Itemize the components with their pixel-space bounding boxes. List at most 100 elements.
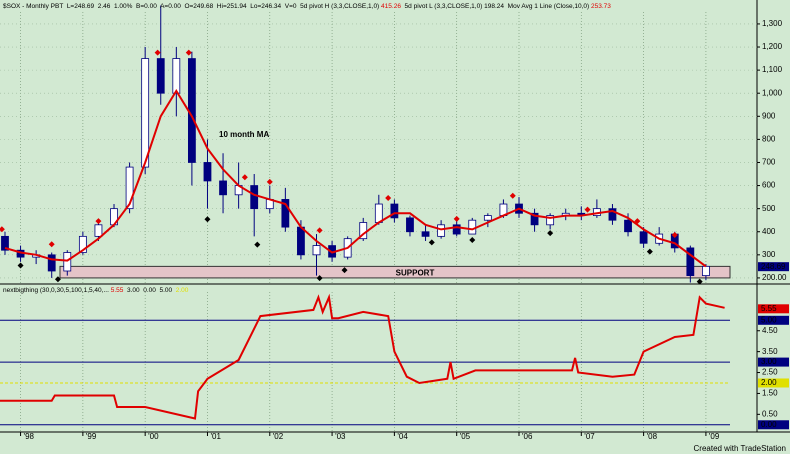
header-part: 415.26 — [381, 3, 401, 10]
moving-average — [4, 88, 707, 268]
candle-body — [141, 58, 150, 168]
candle-body — [125, 166, 134, 210]
pivot-high — [509, 192, 516, 199]
candle-body — [47, 254, 56, 272]
x-tick-label: '09 — [709, 432, 720, 441]
pivot-low — [646, 248, 653, 255]
y-tick-label: 400 — [762, 227, 776, 236]
candle-body — [374, 203, 383, 223]
support-label: SUPPORT — [396, 268, 435, 277]
candle-body — [94, 224, 103, 237]
last-price-box — [758, 262, 789, 272]
pivot-high — [48, 241, 55, 248]
pivot-high — [185, 49, 192, 56]
y-tick-label: 1,200 — [762, 42, 783, 51]
candle-body — [437, 224, 446, 237]
x-tick-label: '06 — [522, 432, 533, 441]
y-tick-label: 600 — [762, 181, 776, 190]
candle-body — [406, 217, 414, 233]
y-tick-label: 800 — [762, 134, 776, 143]
candle-body — [624, 219, 632, 233]
level-label: 0.00 — [761, 420, 777, 429]
pivot-high — [241, 174, 248, 181]
y-tick-label: 1,000 — [762, 88, 783, 97]
header-part: 5d pivot L (3,3,CLOSE,1,0) — [401, 3, 484, 10]
level-label: 5.00 — [761, 315, 777, 324]
x-tick-label: '00 — [148, 432, 159, 441]
pivot-low — [204, 216, 211, 223]
pivot-high — [453, 215, 460, 222]
candle-body — [156, 58, 165, 94]
pivot-low — [341, 267, 348, 274]
candle-body — [172, 58, 181, 94]
y-tick-label: 4.50 — [762, 326, 778, 335]
header-part: nextbigthing (30,0,30,5,100,1,5,40,... — [3, 287, 111, 294]
candle-body — [250, 185, 259, 210]
candle-body — [219, 180, 227, 196]
pivot-high — [154, 49, 161, 56]
current-label: 5.55 — [761, 304, 777, 313]
pivot-high — [95, 218, 102, 225]
pivot-low — [17, 262, 24, 269]
pivot-high — [634, 218, 641, 225]
candle-body — [421, 231, 430, 237]
header-part: 253.73 — [591, 3, 611, 10]
pivot-low — [428, 239, 435, 246]
last-price-label: 248.69 — [761, 262, 786, 271]
y-tick-label: 900 — [762, 111, 776, 120]
candle-body — [530, 212, 539, 226]
pivot-low — [316, 275, 323, 282]
indicator-line — [0, 293, 725, 420]
candle-body — [78, 235, 87, 253]
pivot-low — [469, 237, 476, 244]
candle-body — [483, 215, 492, 221]
candle-body — [546, 215, 555, 226]
candle-body — [297, 226, 305, 256]
pivot-high — [584, 206, 591, 213]
candle-body — [312, 245, 321, 256]
pivot-high — [671, 231, 678, 238]
y-tick-label: 3.50 — [762, 347, 778, 356]
x-tick-label: '08 — [647, 432, 658, 441]
footer: Created with TradeStation — [694, 444, 787, 453]
y-tick-label: 300 — [762, 250, 776, 259]
pivot-high — [0, 226, 5, 233]
y-tick-label: 1,100 — [762, 65, 783, 74]
pivot-low — [547, 230, 554, 237]
pivot-high — [385, 195, 392, 202]
x-tick-label: '03 — [335, 432, 346, 441]
level-box — [758, 357, 789, 367]
pivot-low — [696, 278, 703, 285]
level-box — [758, 420, 789, 430]
candle-body — [686, 247, 695, 277]
y-tick-label: 200.00 — [762, 273, 787, 282]
header-part: 5.55 — [111, 287, 124, 294]
y-tick-label: 1,300 — [762, 19, 783, 28]
header-part: Mov Avg 1 Line (Close,10,0) — [504, 3, 591, 10]
header-part: $SOX - Monthly PBT L=248.69 2.46 1.00% B… — [3, 3, 381, 10]
candle-body — [281, 199, 290, 228]
y-tick-label: 1.50 — [762, 389, 778, 398]
x-tick-label: '05 — [460, 432, 471, 441]
x-tick-label: '01 — [210, 432, 221, 441]
support-band — [59, 265, 731, 279]
header-part: 198.24 — [484, 3, 504, 10]
level-box — [758, 315, 789, 325]
pivot-low — [254, 241, 261, 248]
y-tick-label: 700 — [762, 158, 776, 167]
y-tick-label: 0.50 — [762, 409, 778, 418]
header-part: 2.00 — [176, 287, 189, 294]
x-tick-label: '02 — [273, 432, 284, 441]
candle-body — [702, 265, 710, 277]
candle-body — [203, 162, 212, 182]
candle-body — [63, 252, 72, 272]
pivot-high — [316, 227, 323, 234]
candle-body — [468, 219, 477, 235]
pivot-high — [266, 178, 273, 185]
header: nextbigthing (30,0,30,5,100,1,5,40,... 5… — [3, 287, 189, 294]
y-tick-label: 2.50 — [762, 368, 778, 377]
x-tick-label: '07 — [584, 432, 595, 441]
